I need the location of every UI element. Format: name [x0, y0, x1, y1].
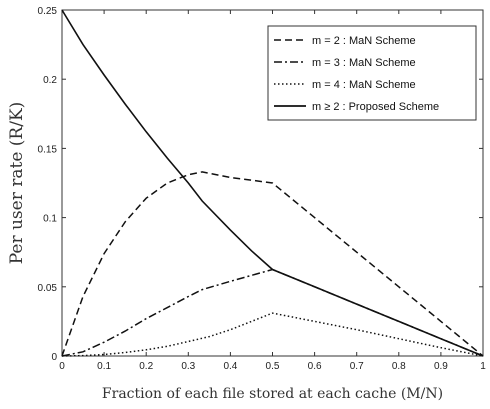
legend-box	[267, 25, 477, 121]
series-line-4	[61, 9, 484, 357]
x-tick-label: 0.7	[350, 361, 364, 372]
x-tick-label: 0.8	[392, 361, 406, 372]
series-line-3	[61, 312, 484, 357]
series-line-2	[61, 268, 484, 357]
y-tick-label: 0.15	[38, 144, 58, 155]
x-tick-label: 0.9	[434, 361, 448, 372]
series-line-1	[61, 171, 484, 357]
x-axis-ticks: 0 0.1 0.2 0.3 0.4 0.5 0.6 0.7 0.8 0.9 1	[59, 10, 486, 372]
x-tick-label: 0.1	[97, 361, 111, 372]
x-tick-label: 0.5	[266, 361, 280, 372]
x-tick-label: 0.3	[181, 361, 195, 372]
series-layer	[61, 9, 484, 357]
legend: m = 2 : MaN Scheme m = 3 : MaN Scheme m = …	[267, 25, 477, 121]
y-tick-label: 0.05	[38, 283, 58, 294]
x-tick-label: 1	[480, 361, 486, 372]
x-axis-label: Fraction of each file stored at each cac…	[102, 386, 443, 402]
y-tick-label: 0.2	[43, 75, 57, 86]
x-tick-label: 0.6	[308, 361, 322, 372]
x-tick-label: 0.2	[139, 361, 153, 372]
x-tick-label: 0.4	[223, 361, 237, 372]
y-axis-label: Per user rate (R/K)	[7, 102, 27, 265]
legend-label-4: m ≥ 2 : Proposed Scheme	[312, 101, 439, 113]
legend-label-3: m = 4 : MaN Scheme	[312, 79, 416, 91]
y-tick-label: 0.25	[38, 6, 58, 17]
legend-label-1: m = 2 : MaN Scheme	[312, 35, 416, 47]
x-tick-label: 0	[59, 361, 65, 372]
legend-label-2: m = 3 : MaN Scheme	[312, 57, 416, 69]
y-tick-label: 0.1	[43, 214, 57, 225]
y-tick-label: 0	[51, 352, 57, 363]
